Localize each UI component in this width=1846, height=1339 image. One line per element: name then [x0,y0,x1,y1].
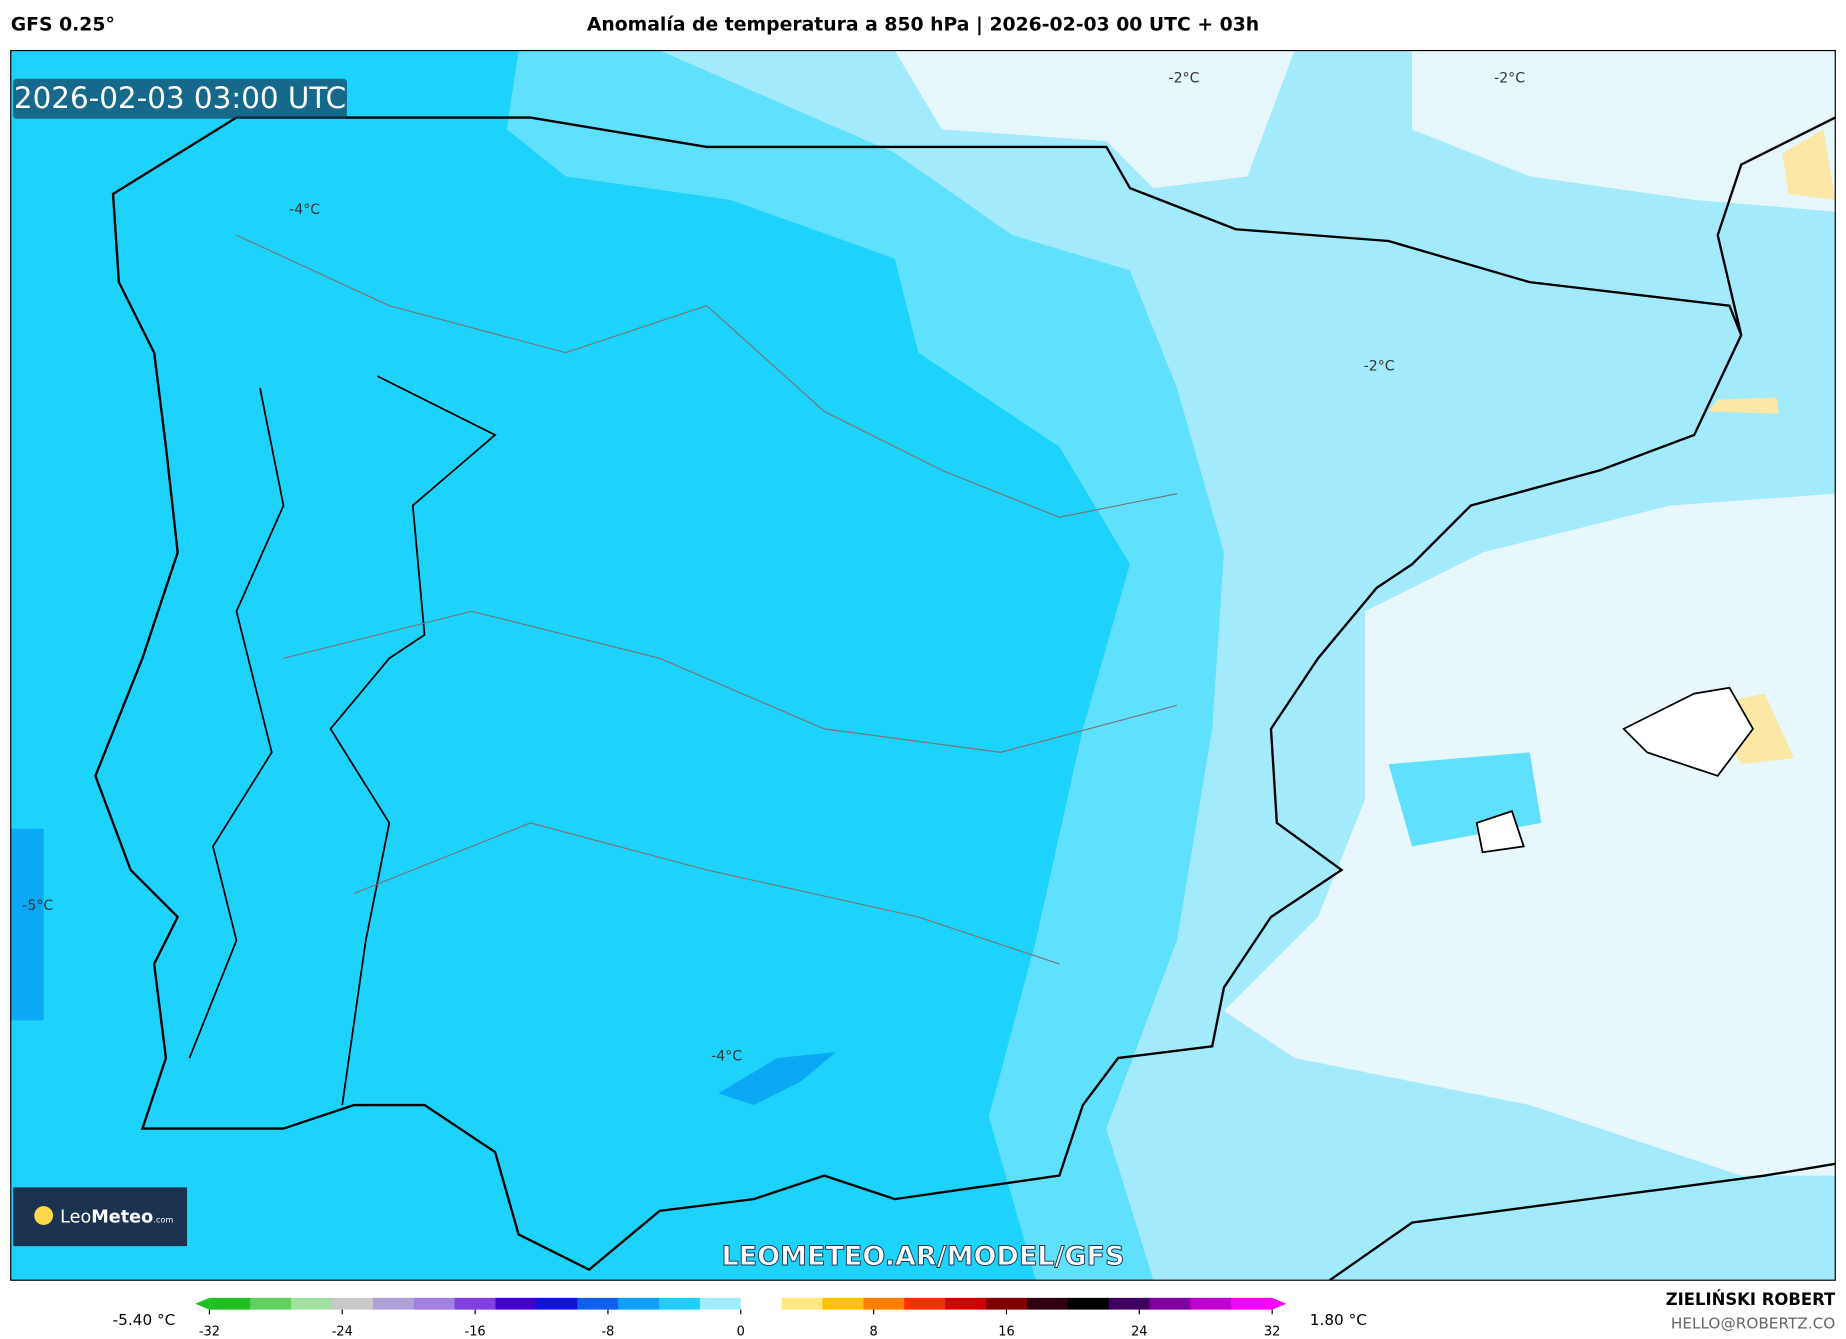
timestamp-box [13,78,347,119]
colorbar-tick-label: 32 [1264,1324,1280,1339]
colorbar-segment [372,1297,415,1310]
colorbar-min: -5.40 °C [113,1311,176,1329]
watermark: LEOMETEO.AR/MODEL/GFS [722,1241,1125,1272]
logo-text: LeoMeteo.com [60,1208,173,1228]
colorbar-tick-label: -8 [601,1324,614,1339]
map: -2°C -2°C -2°C -4°C -4°C -5°C 2026-02-03… [10,49,1836,1281]
colorbar-segment [1067,1297,1110,1310]
colorbar: -32 -24 -16 -8 0 8 16 24 32 [195,1297,1287,1339]
map-title: Anomalía de temperatura a 850 hPa | 2026… [587,15,1259,36]
anomaly-zone [894,50,1295,189]
colorbar-end [1272,1297,1287,1310]
author: ZIELIŃSKI ROBERT [1666,1290,1836,1309]
colorbar-segment [209,1297,251,1310]
contour-label: -2°C [1364,358,1395,374]
colorbar-segment [1190,1297,1232,1310]
colorbar-tick-label: -32 [199,1324,220,1339]
anomaly-zone [10,828,44,1021]
colorbar-segment [413,1297,456,1310]
colorbar-segment [332,1297,374,1310]
colorbar-end [195,1297,210,1310]
region-border [236,234,1178,965]
colorbar-segment [291,1297,333,1310]
colorbar-segment [740,1297,783,1310]
contour-label: -4°C [711,1048,742,1064]
colorbar-segment [1108,1297,1151,1310]
colorbar-tick-label: 8 [870,1324,878,1339]
contour-label: -2°C [1169,70,1200,86]
contour-label: -5°C [22,898,53,914]
colorbar-tick-label: 0 [737,1324,745,1339]
map-frame [10,49,1836,1281]
colorbar-segment [1149,1297,1191,1310]
colorbar-tick-label: 16 [998,1324,1014,1339]
anomaly-zone [1705,129,1836,765]
colorbar-segment [945,1297,987,1310]
colorbar-max: 1.80 °C [1310,1311,1367,1329]
colorbar-segment [536,1297,578,1310]
logo-sun [34,1206,54,1225]
colorbar-segment [454,1297,497,1310]
colorbar-segment [250,1297,292,1310]
anomaly-zone [718,1052,837,1106]
colorbar-segment [986,1297,1028,1310]
coastline [94,116,1743,1272]
colorbar-segment [618,1297,660,1310]
logo-bold: Meteo [91,1208,153,1228]
colorbar-segment [822,1297,864,1310]
border [188,375,497,1106]
colorbar-segment [659,1297,701,1310]
contour-label: -4°C [289,202,320,218]
colorbar-tick-label: 24 [1131,1324,1147,1339]
timestamp: 2026-02-03 03:00 UTC [14,81,346,115]
colorbar-segment [699,1297,742,1310]
anomaly-zone [1223,493,1836,1176]
colorbar-segment [781,1297,824,1310]
colorbar-segment [1026,1297,1069,1310]
model-name: GFS 0.25° [11,15,115,36]
colorbar-tick-label: -16 [465,1324,486,1339]
coastline [1329,116,1836,1281]
colorbar-segment [1231,1297,1273,1310]
colorbar-segment [577,1297,619,1310]
anomaly-zone [1412,50,1836,212]
email: HELLO@ROBERTZ.CO [1671,1314,1835,1332]
colorbar-segment [495,1297,537,1310]
contour-label: -2°C [1494,70,1525,86]
colorbar-tick-label: -24 [332,1324,353,1339]
colorbar-segment [863,1297,905,1310]
logo-suffix: .com [153,1215,173,1225]
logo-light: Leo [60,1208,91,1228]
island [1475,686,1755,854]
colorbar-segment [904,1297,946,1310]
